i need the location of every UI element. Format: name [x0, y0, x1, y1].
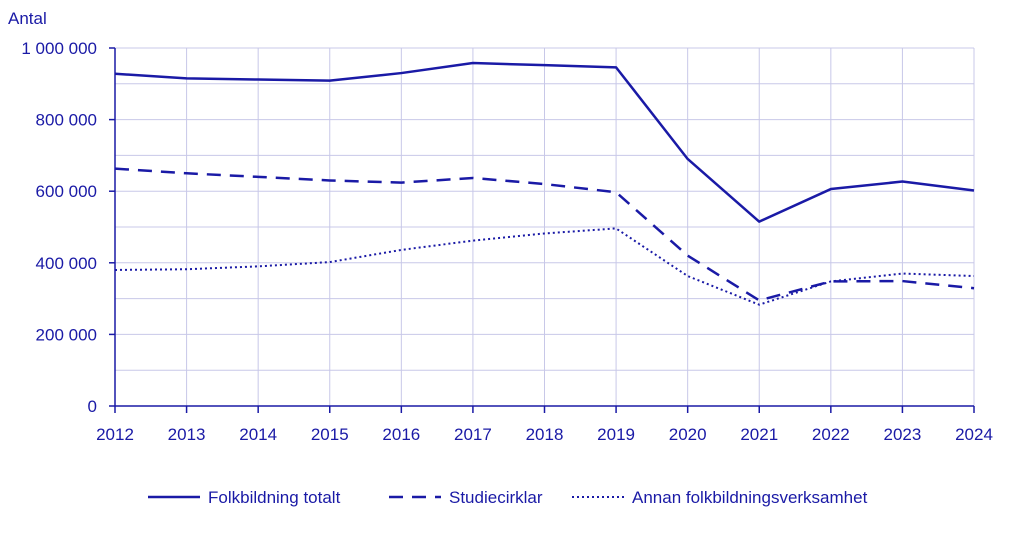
- axis-layer: 0 200 000 400 000 600 000 800 000 1 000 000 20…: [21, 39, 993, 444]
- series-line-1: [114, 61, 975, 223]
- series-line-3: [114, 227, 975, 306]
- x-tick-label: 2012: [96, 425, 134, 444]
- legend: Folkbildning totalt Studiecirklar Annan fo…: [148, 488, 868, 507]
- x-tick-label: 2019: [597, 425, 635, 444]
- grid-layer: [115, 47, 975, 406]
- legend-label-3: Annan folkbildningsverksamhet: [632, 488, 868, 507]
- y-tick-label: 800 000: [36, 111, 97, 130]
- series-line-2: [114, 167, 975, 302]
- legend-label-2: Studiecirklar: [449, 488, 543, 507]
- x-tick-label: 2024: [955, 425, 993, 444]
- y-axis-label: Antal: [8, 9, 47, 28]
- x-tick-label: 2014: [239, 425, 277, 444]
- x-tick-label: 2022: [812, 425, 850, 444]
- y-tick-label: 400 000: [36, 254, 97, 273]
- x-tick-label: 2013: [168, 425, 206, 444]
- series-layer: [114, 61, 975, 306]
- x-tick-label: 2020: [669, 425, 707, 444]
- x-tick-label: 2016: [382, 425, 420, 444]
- y-tick-label: 0: [88, 397, 97, 416]
- y-tick-label: 1 000 000: [21, 39, 97, 58]
- x-tick-label: 2021: [740, 425, 778, 444]
- x-tick-label: 2015: [311, 425, 349, 444]
- legend-label-1: Folkbildning totalt: [208, 488, 341, 507]
- y-tick-label: 600 000: [36, 182, 97, 201]
- y-tick-label: 200 000: [36, 325, 97, 344]
- x-tick-label: 2017: [454, 425, 492, 444]
- x-tick-label: 2018: [526, 425, 564, 444]
- x-tick-label: 2023: [884, 425, 922, 444]
